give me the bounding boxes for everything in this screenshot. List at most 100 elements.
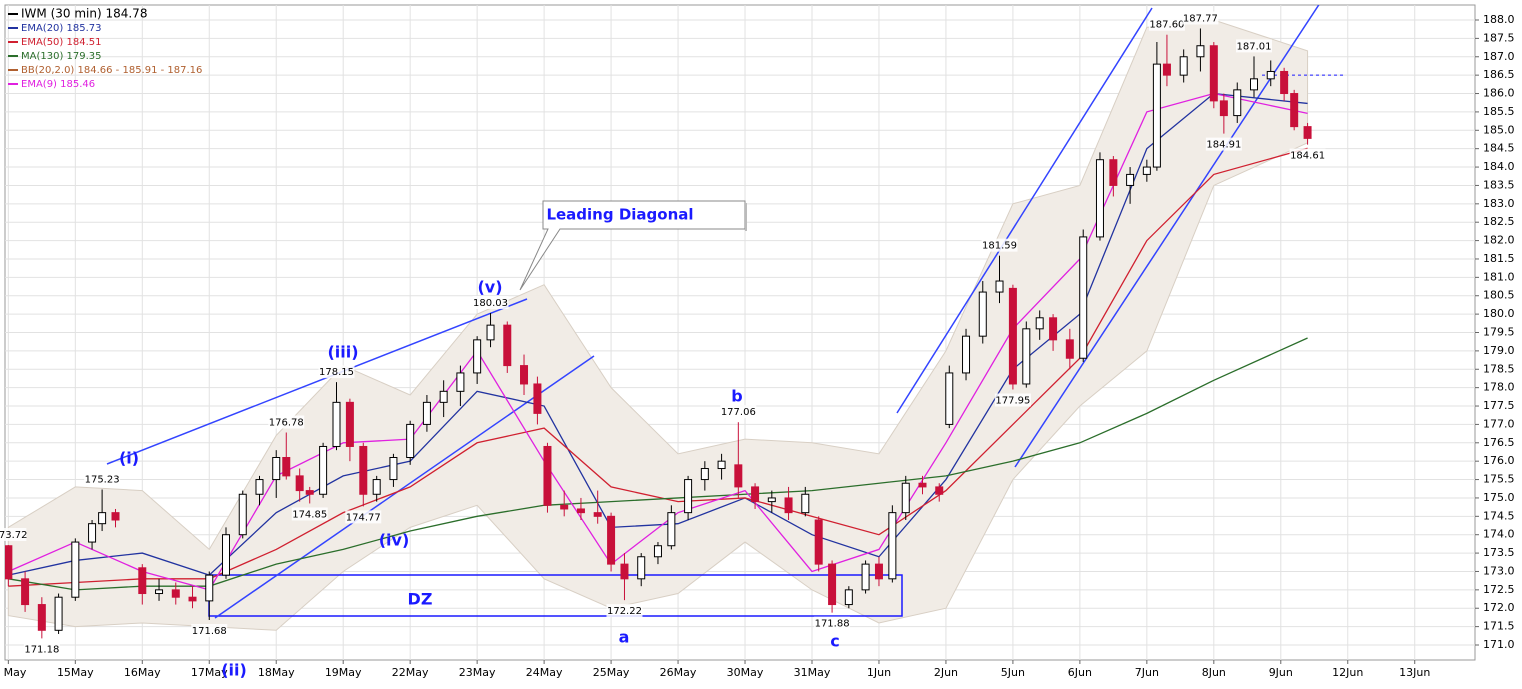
candle-body xyxy=(372,479,381,495)
y-tick-label: 172.5 xyxy=(1483,583,1515,596)
y-tick-label: 176.0 xyxy=(1483,454,1515,467)
price-label: 177.06 xyxy=(721,407,756,418)
y-tick-label: 174.0 xyxy=(1483,528,1515,541)
x-tick-label: 12Jun xyxy=(1332,666,1363,679)
price-label: 181.59 xyxy=(982,241,1017,252)
y-tick-label: 175.0 xyxy=(1483,491,1515,504)
candle-body xyxy=(520,365,529,385)
candle-body xyxy=(503,324,512,367)
candle-body xyxy=(1162,63,1171,76)
candle-body xyxy=(1266,70,1275,80)
price-label: 173.72 xyxy=(0,530,28,541)
wave-label: (v) xyxy=(477,278,502,297)
price-label: 172.22 xyxy=(607,606,642,617)
candle-body xyxy=(1079,236,1088,359)
y-tick-label: 184.0 xyxy=(1483,160,1515,173)
indicator-line xyxy=(8,92,1308,576)
x-tick-label: 23May xyxy=(459,666,496,679)
wave-label: DZ xyxy=(408,590,433,609)
x-tick-label: 19May xyxy=(325,666,362,679)
candle-body xyxy=(319,445,328,495)
y-tick-label: 175.5 xyxy=(1483,473,1515,486)
x-tick-label: 2Jun xyxy=(934,666,958,679)
price-label: 171.18 xyxy=(24,644,59,655)
price-label: 187.60 xyxy=(1149,20,1184,31)
price-label: 171.68 xyxy=(192,626,227,637)
y-tick-label: 186.5 xyxy=(1483,68,1515,81)
candle-body xyxy=(1219,100,1228,117)
candle-body xyxy=(784,497,793,514)
price-label-bg xyxy=(23,642,60,656)
wave-label: Leading Diagonal xyxy=(546,206,693,224)
x-tick-label: 1Jun xyxy=(867,666,891,679)
candle-body xyxy=(1008,287,1017,385)
price-label-bg xyxy=(345,510,382,524)
candle-body xyxy=(71,541,80,598)
plot xyxy=(5,5,1475,660)
y-tick-label: 174.5 xyxy=(1483,509,1515,522)
trendline xyxy=(896,7,1153,414)
price-label-bg xyxy=(720,405,757,419)
candle-body xyxy=(21,578,30,606)
candle-body xyxy=(1065,339,1074,359)
y-tick-label: 180.0 xyxy=(1483,307,1515,320)
y-tick-label: 176.5 xyxy=(1483,436,1515,449)
x-tick-label: 17May xyxy=(191,666,228,679)
candle-body xyxy=(155,589,164,595)
candle-body xyxy=(282,457,291,477)
y-tick-label: 173.5 xyxy=(1483,546,1515,559)
candle-body xyxy=(593,512,602,517)
candle-body xyxy=(995,280,1004,293)
price-label-bg xyxy=(191,624,228,637)
price-label-bg xyxy=(1205,137,1242,151)
candle-body xyxy=(620,563,629,580)
candle-body xyxy=(717,460,726,470)
candle-body xyxy=(1142,166,1151,175)
candle-body xyxy=(751,486,760,503)
candle-body xyxy=(1209,45,1218,102)
price-label-bg xyxy=(291,507,328,521)
y-tick-label: 185.5 xyxy=(1483,105,1515,118)
candle-body xyxy=(901,482,910,514)
candle-body xyxy=(1049,317,1058,341)
x-tick-label: 13Jun xyxy=(1399,666,1430,679)
candle-body xyxy=(962,335,971,374)
candle-body xyxy=(456,372,465,392)
wave-label: c xyxy=(830,632,839,651)
x-tick-label: 8Jun xyxy=(1202,666,1226,679)
candle-body xyxy=(945,372,954,425)
candle-body xyxy=(653,545,662,558)
candle-body xyxy=(1303,126,1312,139)
y-tick-label: 178.5 xyxy=(1483,362,1515,375)
y-tick-label: 171.0 xyxy=(1483,638,1515,651)
candle-body xyxy=(874,563,883,580)
candle-body xyxy=(828,563,837,606)
y-tick-label: 185.0 xyxy=(1483,123,1515,136)
x-tick-label: 6Jun xyxy=(1068,666,1092,679)
candle-body xyxy=(1109,159,1118,186)
price-label: 187.01 xyxy=(1236,41,1271,52)
candle-body xyxy=(801,493,810,514)
x-tick-label: 24May xyxy=(526,666,563,679)
price-label: 175.23 xyxy=(85,474,120,485)
price-label-bg xyxy=(606,604,643,618)
y-tick-label: 171.5 xyxy=(1483,620,1515,633)
price-label: 176.78 xyxy=(269,418,304,429)
candle-body xyxy=(734,464,743,488)
indicator-line xyxy=(8,92,1308,591)
x-tick-label: 26May xyxy=(660,666,697,679)
x-tick-label: 15May xyxy=(57,666,94,679)
x-tick-label: 30May xyxy=(727,666,764,679)
candle-body xyxy=(767,497,776,503)
candle-body xyxy=(1290,93,1299,128)
y-tick-label: 177.5 xyxy=(1483,399,1515,412)
candle-body xyxy=(1095,159,1104,238)
x-tick-label: 9Jun xyxy=(1269,666,1293,679)
legend-label: EMA(20) 185.73 xyxy=(21,23,101,34)
candle-body xyxy=(111,512,120,521)
candle-body xyxy=(560,504,569,510)
y-tick-label: 188.0 xyxy=(1483,13,1515,26)
candle-body xyxy=(98,512,107,525)
candle-body xyxy=(205,574,214,602)
y-tick-label: 182.5 xyxy=(1483,215,1515,228)
